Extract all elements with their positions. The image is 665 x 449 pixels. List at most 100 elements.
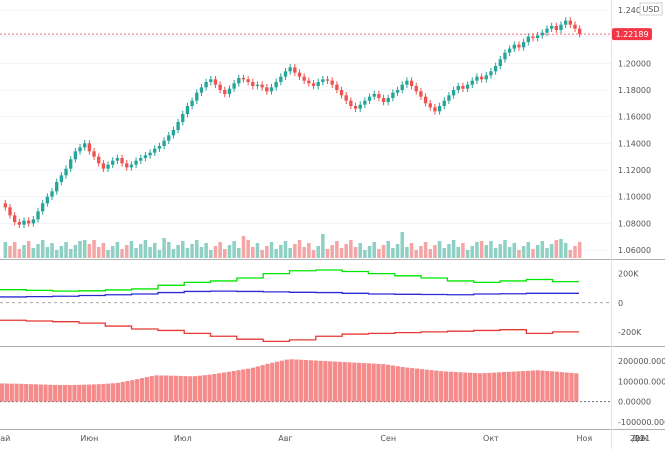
- histogram-bar: [516, 371, 521, 402]
- candle-body: [129, 164, 134, 168]
- histogram-bar: [62, 385, 67, 402]
- price-tick-label: 1.08000: [618, 219, 651, 228]
- volume-bar: [8, 246, 12, 258]
- volume-bar: [241, 236, 246, 258]
- histogram-bar: [197, 375, 203, 402]
- candle-body: [400, 84, 404, 90]
- candle-body: [554, 26, 558, 30]
- histogram-bar: [236, 370, 241, 402]
- histogram-bar: [135, 379, 140, 402]
- histogram-bar: [569, 372, 574, 402]
- histogram-bar: [226, 371, 231, 402]
- volume-bar: [195, 240, 199, 258]
- candle-body: [78, 147, 82, 152]
- volume-bar: [316, 246, 320, 258]
- time-tick-label: Авг: [278, 434, 292, 443]
- histogram-bar: [376, 363, 381, 402]
- candle-body: [512, 44, 516, 49]
- candle-body: [391, 92, 395, 98]
- candle-body: [540, 32, 544, 36]
- candle-body: [190, 100, 194, 106]
- candle-body: [153, 148, 157, 153]
- histogram-bar: [303, 360, 309, 402]
- histogram-bar: [564, 372, 569, 402]
- volume-bar: [279, 245, 283, 258]
- volume-bar: [405, 247, 409, 258]
- candle-body: [218, 84, 222, 90]
- volume-bar: [17, 249, 22, 258]
- volume-bar: [22, 245, 26, 258]
- candle-body: [498, 59, 502, 66]
- histogram-bar: [0, 383, 5, 402]
- candle-body: [255, 84, 260, 86]
- volume-bar: [423, 242, 428, 258]
- candle-body: [549, 26, 554, 29]
- histogram-bar: [501, 372, 507, 402]
- volume-bar: [218, 242, 222, 258]
- volume-bar: [367, 246, 372, 258]
- volume-bar: [535, 245, 540, 258]
- histogram-bar: [448, 371, 453, 402]
- histogram-bar: [434, 370, 439, 402]
- candle-body: [423, 96, 428, 104]
- histogram-bar: [72, 384, 77, 402]
- histogram-bar: [212, 374, 217, 402]
- candle-body: [260, 84, 264, 88]
- price-axis[interactable]: 1.240001.220001.200001.180001.160001.140…: [618, 6, 665, 427]
- volume-bar: [493, 248, 498, 258]
- candle-body: [181, 114, 185, 122]
- candle-body: [409, 80, 414, 86]
- histogram-bar: [313, 360, 318, 402]
- candle-body: [470, 80, 474, 85]
- histogram-bar: [144, 377, 149, 402]
- candle-body: [330, 80, 334, 85]
- histogram-bar: [530, 370, 535, 402]
- candle-body: [573, 24, 577, 29]
- histogram-bar: [231, 370, 236, 402]
- histogram-bar: [57, 385, 63, 402]
- candle-body: [293, 67, 297, 73]
- candle-body: [213, 79, 218, 85]
- volume-bar: [470, 246, 475, 258]
- volume-bar: [31, 248, 36, 258]
- volume-bar: [358, 243, 362, 258]
- volume-bar: [353, 247, 358, 258]
- histogram-bar: [453, 371, 458, 402]
- histogram-bar: [521, 371, 526, 402]
- histogram-bar: [308, 360, 314, 402]
- histogram-bar: [193, 376, 198, 402]
- volume-bar: [87, 244, 92, 258]
- histogram-bar: [164, 375, 169, 402]
- histogram-bar: [337, 361, 342, 402]
- time-tick-label: Сен: [380, 434, 396, 443]
- time-tick-label: 21: [635, 434, 645, 443]
- candle-body: [307, 80, 311, 84]
- histogram-bar: [101, 383, 106, 402]
- price-tick-label: 1.24000: [618, 6, 651, 15]
- candle-body: [563, 20, 568, 25]
- histogram-bar: [106, 383, 111, 402]
- candle-body: [335, 84, 339, 90]
- volume-bar: [232, 241, 236, 258]
- candle-body: [204, 82, 208, 88]
- histogram-bar: [77, 384, 82, 402]
- histogram-bar: [159, 375, 164, 402]
- histogram-bar: [4, 383, 10, 402]
- candle-body: [442, 100, 446, 106]
- volume-bar: [120, 249, 124, 258]
- histogram-bar: [511, 371, 516, 402]
- candle-body: [288, 67, 292, 72]
- volume-bar: [78, 241, 82, 258]
- histogram-bar: [115, 382, 121, 402]
- volume-bar: [3, 242, 8, 258]
- candle-body: [484, 75, 488, 80]
- histogram-bar: [352, 362, 357, 402]
- candle-body: [437, 106, 442, 112]
- histogram-bar: [525, 370, 531, 402]
- candle-body: [251, 82, 255, 86]
- histogram-bar: [28, 384, 34, 402]
- candle-body: [3, 203, 8, 208]
- currency-label-box[interactable]: [639, 2, 663, 16]
- volume-bar: [461, 243, 465, 258]
